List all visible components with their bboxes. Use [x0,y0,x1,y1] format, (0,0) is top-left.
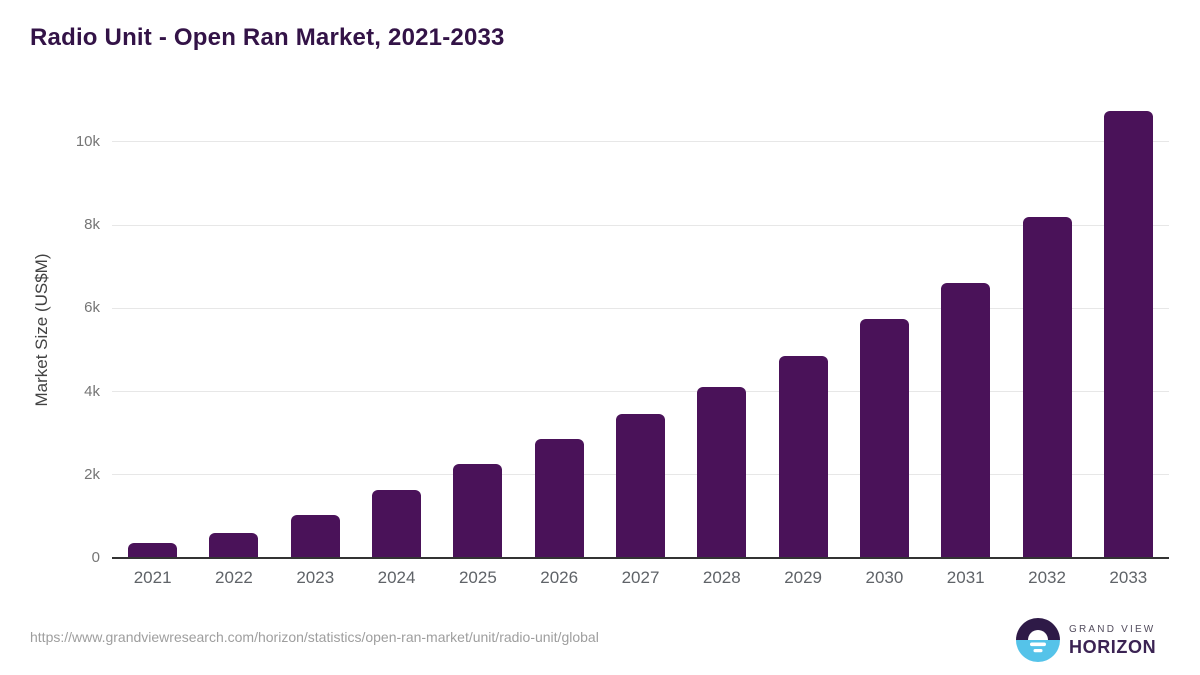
gridline-10k [112,141,1169,143]
y-tick-label-2k: 2k [84,465,100,483]
bar-2032 [1022,216,1072,558]
logo-reflection-line-2 [1033,649,1043,653]
bar-2029 [778,356,828,558]
bar-2025 [453,463,503,558]
source-url: https://www.grandviewresearch.com/horizo… [30,629,599,645]
x-tick-label-2026: 2026 [540,568,579,587]
logo: GRAND VIEW HORIZON [1016,617,1156,663]
plot-area [112,92,1169,559]
y-tick-label-10k: 10k [75,132,100,150]
y-tick-label-0: 0 [91,549,100,566]
logo-text: GRAND VIEW HORIZON [1069,623,1156,657]
horizon-logo-icon [1016,618,1060,662]
gridline-8k [112,224,1169,226]
bar-2022 [209,532,259,558]
gridline-4k [112,391,1169,393]
chart-title: Radio Unit - Open Ran Market, 2021-2033 [30,24,505,51]
x-tick-label-2025: 2025 [458,568,497,587]
logo-reflection-line-1 [1030,642,1046,647]
bar-2033 [1103,110,1153,558]
y-tick-label-8k: 8k [84,216,100,234]
bar-2027 [616,414,665,558]
x-axis-labels: 2021 2022 2023 2024 2025 2026 2027 2028 2029 2030… [112,568,1169,592]
bar-2028 [697,387,747,558]
bar-2021 [128,543,178,558]
y-tick-label-4k: 4k [84,382,100,400]
bar-2024 [372,490,422,558]
bar-2030 [859,318,909,558]
bar-2023 [290,515,340,558]
y-tick-label-6k: 6k [84,299,100,317]
x-axis-line [112,557,1169,559]
x-tick-label-2031: 2031 [946,568,985,587]
bar-2026 [534,439,584,558]
x-tick-label-2022: 2022 [215,568,253,587]
x-tick-label-2027: 2027 [621,568,660,587]
x-tick-label-2024: 2024 [377,568,416,587]
x-tick-label-2030: 2030 [865,568,904,587]
logo-sun-top-half [1016,618,1060,640]
logo-brand-text: GRAND VIEW [1069,624,1156,635]
gridline-6k [112,307,1169,309]
logo-product-text: HORIZON [1069,637,1157,657]
x-tick-label-2029: 2029 [784,568,823,587]
y-axis-ticks: 0 2k 4k 6k 8k 10k [0,92,100,566]
x-tick-label-2023: 2023 [296,568,335,587]
bar-2031 [941,283,991,558]
x-tick-label-2033: 2033 [1109,568,1148,587]
x-tick-label-2032: 2032 [1028,568,1066,587]
x-tick-label-2021: 2021 [133,568,172,587]
logo-arch-cutout [1028,630,1048,640]
x-tick-label-2028: 2028 [702,568,741,587]
